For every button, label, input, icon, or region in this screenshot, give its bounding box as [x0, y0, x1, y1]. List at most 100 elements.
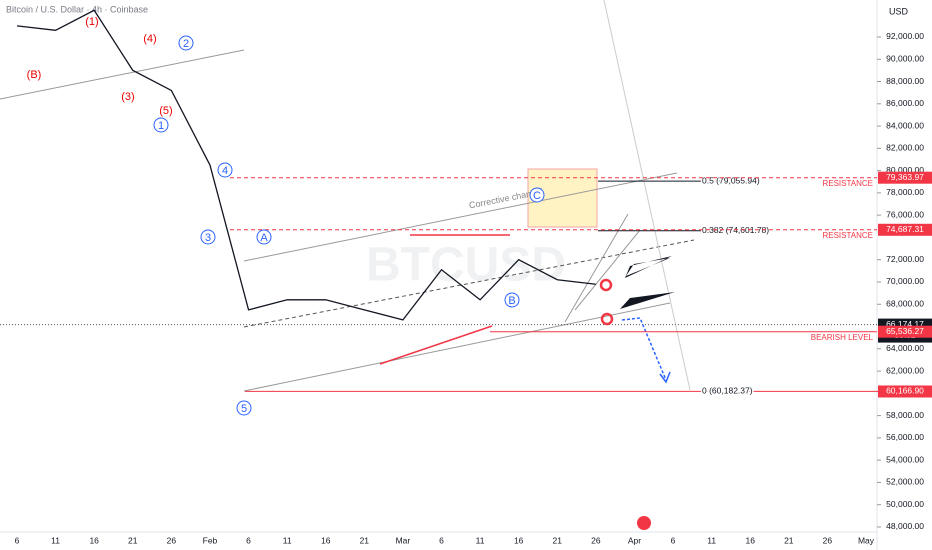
y-tick-label: 80,000.00	[886, 165, 924, 175]
x-tick-label: May	[858, 535, 875, 545]
wave-label: (5)	[159, 105, 172, 117]
y-tick-label: 62,000.00	[886, 365, 924, 375]
level-note: RESISTANCE	[822, 231, 873, 240]
wave-circle	[529, 187, 545, 203]
y-tick-label: 48,000.00	[886, 521, 924, 531]
y-tick-label: 84,000.00	[886, 120, 924, 130]
marker	[599, 278, 613, 292]
chart-title: Bitcoin / U.S. Dollar · 4h · Coinbase	[6, 4, 148, 14]
x-tick-label: 16	[514, 535, 524, 545]
y-tick-label: 72,000.00	[886, 254, 924, 264]
price-tag-label: 79,363.97	[886, 172, 924, 182]
price-tag	[878, 325, 932, 338]
x-tick-label: 21	[784, 535, 794, 545]
y-tick-label: 86,000.00	[886, 98, 924, 108]
wave-circle	[153, 117, 169, 133]
y-tick-label: 70,000.00	[886, 276, 924, 286]
price-tag-label: 74,687.31	[886, 224, 924, 234]
flag-line	[574, 229, 641, 311]
y-tick-label: 88,000.00	[886, 76, 924, 86]
projection	[621, 317, 667, 381]
wave-circle	[256, 229, 272, 245]
wave-label: A	[260, 232, 268, 244]
x-tick-label: 6	[15, 535, 20, 545]
wave-circle	[217, 162, 233, 178]
marker	[600, 312, 614, 326]
wave-label: 3	[205, 232, 211, 244]
price-tag	[878, 223, 932, 236]
x-tick-label: 21	[128, 535, 138, 545]
wave-label: (B)	[27, 69, 42, 81]
wave-label: 1	[158, 120, 164, 132]
flag-line	[564, 213, 629, 323]
y-tick-label: 76,000.00	[886, 209, 924, 219]
x-tick-label: 6	[671, 535, 676, 545]
x-tick-label: Apr	[628, 535, 641, 545]
x-tick-label: Feb	[203, 535, 218, 545]
x-tick-label: 6	[439, 535, 444, 545]
price-tag-label: 66,174.17	[886, 319, 924, 329]
watermark: BTCUSD	[366, 239, 566, 292]
x-tick-label: 21	[553, 535, 563, 545]
channel-mid	[243, 239, 695, 328]
x-tick-label: 6	[246, 535, 251, 545]
y-tick-label: 56,000.00	[886, 432, 924, 442]
fib-label: 0 (60,182.37)	[702, 386, 753, 396]
y-tick-label: 90,000.00	[886, 53, 924, 63]
wave-circle	[236, 400, 252, 416]
trend-line	[0, 49, 245, 100]
x-tick-label: 21	[360, 535, 370, 545]
y-tick-label: 54,000.00	[886, 454, 924, 464]
y-tick-label: 68,000.00	[886, 299, 924, 309]
wave-label: C	[533, 190, 541, 202]
events-icon[interactable]	[637, 516, 651, 530]
x-tick-label: 26	[591, 535, 601, 545]
level-note: BEARISH LEVEL	[811, 333, 874, 342]
price-tag-label: 65,536.27	[886, 326, 924, 336]
price-tag	[878, 385, 932, 398]
x-tick-label: 26	[823, 535, 833, 545]
y-tick-label: 50,000.00	[886, 499, 924, 509]
wave-circle	[504, 292, 520, 308]
wave-label: 2	[183, 38, 189, 50]
y-tick-label: 92,000.00	[886, 31, 924, 41]
arrow	[625, 256, 672, 278]
wave-label: B	[508, 295, 515, 307]
wave-circle	[178, 35, 194, 51]
y-tick-label: 58,000.00	[886, 410, 924, 420]
y-tick-label: 78,000.00	[886, 187, 924, 197]
y-tick-label: 52,000.00	[886, 477, 924, 487]
wave-circle	[200, 229, 216, 245]
fib-label: 0.5 (79,055.94)	[702, 175, 760, 185]
y-tick-label: 64,000.00	[886, 343, 924, 353]
level-note: RESISTANCE	[822, 179, 873, 188]
support-line	[379, 325, 493, 365]
wave-label: 5	[241, 403, 247, 415]
x-tick-label: 11	[51, 535, 60, 545]
x-tick-label: 26	[167, 535, 177, 545]
currency-box[interactable]	[884, 4, 914, 19]
x-tick-label: 16	[745, 535, 755, 545]
channel-line	[243, 302, 671, 392]
x-tick-label: 11	[707, 535, 716, 545]
wave-label: (4)	[143, 33, 156, 45]
price-tag	[878, 171, 932, 184]
x-tick-label: 11	[283, 535, 292, 545]
wave-label: 4	[222, 165, 228, 177]
x-tick-label: 16	[89, 535, 99, 545]
arrow	[620, 292, 675, 309]
wave-label: (3)	[121, 91, 134, 103]
currency[interactable]: USD	[889, 6, 909, 16]
x-tick-label: 11	[476, 535, 485, 545]
wave-label: (1)	[85, 16, 98, 28]
price-tag-label: 60,166.90	[886, 386, 924, 396]
x-tick-label: 16	[321, 535, 331, 545]
channel-line	[243, 172, 678, 262]
y-tick-label: 82,000.00	[886, 143, 924, 153]
x-tick-label: Mar	[396, 535, 411, 545]
projection-head	[659, 371, 671, 384]
price-line	[16, 9, 596, 321]
